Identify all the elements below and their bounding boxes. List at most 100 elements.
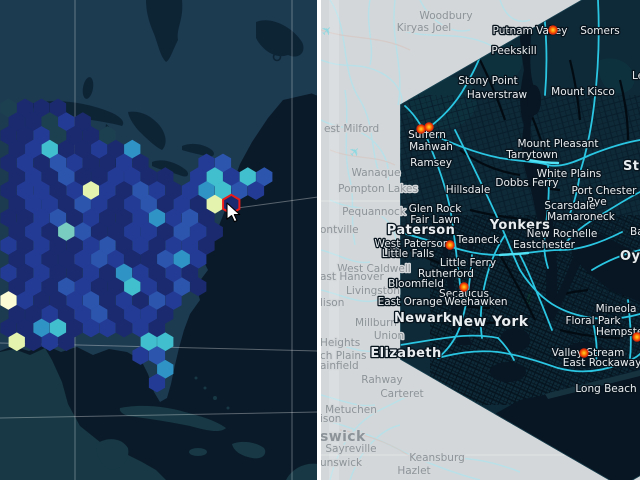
hex-bin[interactable]: [66, 291, 83, 310]
hex-bin[interactable]: [115, 153, 133, 173]
hex-bin[interactable]: [66, 153, 83, 173]
hex-bin[interactable]: [107, 222, 124, 242]
hex-bin[interactable]: [82, 153, 100, 173]
hex-bin[interactable]: [49, 126, 67, 145]
hex-bin[interactable]: [115, 291, 133, 310]
hex-bin[interactable]: [25, 332, 42, 352]
hex-bin[interactable]: [206, 167, 223, 187]
hex-bin[interactable]: [148, 208, 166, 228]
hex-bin[interactable]: [165, 236, 182, 255]
hex-bin[interactable]: [41, 332, 58, 352]
hex-bin[interactable]: [99, 153, 116, 173]
hex-bin[interactable]: [214, 181, 232, 200]
hex-bin[interactable]: [124, 249, 141, 269]
hex-bin[interactable]: [8, 249, 25, 269]
hex-bin[interactable]: [190, 277, 207, 297]
hex-bin[interactable]: [41, 249, 58, 269]
hex-bin[interactable]: [49, 153, 67, 173]
hex-bin[interactable]: [74, 249, 91, 269]
hex-bin[interactable]: [0, 126, 17, 145]
hex-bin[interactable]: [157, 222, 174, 242]
hex-bin[interactable]: [41, 167, 58, 187]
hex-bin[interactable]: [190, 167, 207, 187]
poi-dots-layer[interactable]: [416, 25, 640, 358]
hex-bin[interactable]: [8, 167, 25, 187]
hex-bin[interactable]: [124, 167, 141, 187]
hex-bin[interactable]: [25, 112, 42, 132]
hex-bin[interactable]: [33, 208, 50, 228]
hex-bin[interactable]: [58, 139, 75, 159]
hex-bin[interactable]: [157, 332, 174, 352]
hex-bin[interactable]: [148, 263, 166, 283]
hex-bin[interactable]: [99, 318, 116, 338]
hex-bin[interactable]: [74, 222, 91, 242]
incident-dot[interactable]: [632, 332, 640, 342]
hex-bin[interactable]: [49, 291, 67, 310]
hex-bin[interactable]: [198, 153, 215, 173]
hex-bin[interactable]: [165, 263, 182, 283]
hex-bin[interactable]: [99, 181, 116, 200]
hex-bin[interactable]: [140, 167, 157, 187]
hex-bin[interactable]: [91, 222, 108, 242]
hex-bin[interactable]: [115, 208, 133, 228]
hex-bin[interactable]: [74, 194, 91, 214]
hex-bin[interactable]: [74, 139, 91, 159]
hex-bin[interactable]: [157, 194, 174, 214]
hex-bin[interactable]: [0, 181, 17, 200]
hex-bin[interactable]: [49, 236, 67, 255]
hex-bin[interactable]: [148, 318, 166, 338]
hex-bin[interactable]: [124, 304, 141, 324]
hex-bin[interactable]: [124, 194, 141, 214]
hex-bin[interactable]: [74, 112, 91, 132]
hex-bin[interactable]: [148, 236, 166, 255]
hex-bin[interactable]: [16, 181, 34, 200]
hex-bin[interactable]: [58, 332, 75, 352]
hex-bin[interactable]: [173, 249, 190, 269]
hex-bin[interactable]: [99, 291, 116, 310]
hex-bin[interactable]: [8, 332, 25, 352]
hex-bin[interactable]: [25, 167, 42, 187]
hex-bin[interactable]: [165, 291, 182, 310]
hex-bin[interactable]: [107, 249, 124, 269]
hex-bin[interactable]: [239, 167, 256, 187]
hex-bin[interactable]: [16, 208, 34, 228]
hex-bin[interactable]: [58, 249, 75, 269]
hex-bin[interactable]: [82, 181, 100, 200]
hex-bin[interactable]: [115, 181, 133, 200]
hex-bin[interactable]: [132, 291, 149, 310]
incident-dot[interactable]: [459, 282, 469, 292]
hex-bin[interactable]: [190, 249, 207, 269]
hex-bin[interactable]: [157, 167, 174, 187]
hex-bin[interactable]: [49, 181, 67, 200]
hex-bin[interactable]: [25, 194, 42, 214]
hex-bin[interactable]: [181, 208, 199, 228]
hex-bin[interactable]: [91, 167, 108, 187]
hex-bin[interactable]: [58, 222, 75, 242]
hex-bin[interactable]: [8, 194, 25, 214]
hex-bin[interactable]: [33, 263, 50, 283]
hex-bin[interactable]: [16, 318, 34, 338]
incident-dot[interactable]: [424, 122, 434, 132]
hex-bin[interactable]: [223, 167, 240, 187]
hex-bin[interactable]: [41, 194, 58, 214]
hex-bin[interactable]: [41, 112, 58, 132]
hex-bin[interactable]: [247, 181, 265, 200]
hex-bin[interactable]: [115, 263, 133, 283]
hex-bin[interactable]: [41, 304, 58, 324]
hex-bin[interactable]: [33, 126, 50, 145]
hex-bin[interactable]: [91, 249, 108, 269]
hex-bin[interactable]: [198, 236, 215, 255]
hex-bin[interactable]: [107, 139, 124, 159]
hex-bin[interactable]: [66, 181, 83, 200]
hex-bin[interactable]: [107, 194, 124, 214]
hex-bin[interactable]: [49, 98, 67, 118]
hex-bin[interactable]: [165, 208, 182, 228]
hex-bin[interactable]: [16, 153, 34, 173]
hex-bin[interactable]: [99, 263, 116, 283]
hex-bin[interactable]: [66, 318, 83, 338]
hex-bin[interactable]: [8, 139, 25, 159]
hex-bin[interactable]: [58, 194, 75, 214]
hex-bin[interactable]: [74, 277, 91, 297]
hex-bin[interactable]: [0, 98, 17, 118]
hex-bin[interactable]: [132, 153, 149, 173]
